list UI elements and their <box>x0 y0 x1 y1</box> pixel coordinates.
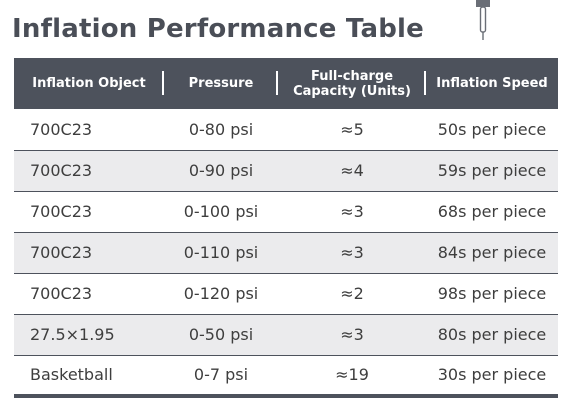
cell-inflation-object: 700C23 <box>30 243 93 262</box>
column-header-pressure: Pressure <box>164 58 278 109</box>
cell-inflation-object: 700C23 <box>30 284 93 303</box>
table-row: Basketball 0-7 psi ≈19 30s per piece <box>14 355 558 396</box>
cell-capacity: ≈3 <box>340 325 364 344</box>
page-title: Inflation Performance Table <box>12 14 424 44</box>
inflation-performance-table: Inflation Object Pressure Full-charge Ca… <box>14 58 558 398</box>
cell-inflation-object: 700C23 <box>30 161 93 180</box>
cell-inflation-object: 27.5×1.95 <box>30 325 115 344</box>
cell-inflation-object: Basketball <box>30 365 113 385</box>
cell-pressure: 0-110 psi <box>183 243 259 262</box>
table-header-row: Inflation Object Pressure Full-charge Ca… <box>14 58 558 109</box>
cell-pressure: 0-100 psi <box>183 202 259 221</box>
cell-pressure: 0-80 psi <box>188 119 254 139</box>
cell-capacity: ≈5 <box>340 119 364 139</box>
column-header-inflation-object: Inflation Object <box>14 58 164 109</box>
cell-inflation-speed: 59s per piece <box>437 161 547 180</box>
table-row: 700C23 0-80 psi ≈5 50s per piece <box>14 109 558 150</box>
cell-capacity: ≈2 <box>340 284 364 303</box>
table-row: 700C23 0-110 psi ≈3 84s per piece <box>14 232 558 273</box>
table-row: 27.5×1.95 0-50 psi ≈3 80s per piece <box>14 314 558 355</box>
cell-pressure: 0-90 psi <box>188 161 254 180</box>
cell-pressure: 0-50 psi <box>188 325 254 344</box>
cell-inflation-speed: 68s per piece <box>437 202 547 221</box>
pump-needle-icon <box>476 0 490 40</box>
cell-inflation-speed: 80s per piece <box>437 325 547 344</box>
cell-capacity: ≈3 <box>340 202 364 221</box>
cell-pressure: 0-120 psi <box>183 284 259 303</box>
cell-inflation-object: 700C23 <box>30 202 93 221</box>
cell-pressure: 0-7 psi <box>193 365 249 385</box>
table-row: 700C23 0-100 psi ≈3 68s per piece <box>14 191 558 232</box>
cell-capacity: ≈19 <box>335 365 369 385</box>
cell-inflation-speed: 50s per piece <box>437 119 547 139</box>
table-row: 700C23 0-90 psi ≈4 59s per piece <box>14 150 558 191</box>
cell-inflation-speed: 98s per piece <box>437 284 547 303</box>
cell-inflation-object: 700C23 <box>30 119 93 139</box>
cell-capacity: ≈3 <box>340 243 364 262</box>
cell-inflation-speed: 30s per piece <box>437 365 547 385</box>
cell-inflation-speed: 84s per piece <box>437 243 547 262</box>
column-header-inflation-speed: Inflation Speed <box>436 76 548 91</box>
cell-capacity: ≈4 <box>340 161 364 180</box>
table-row: 700C23 0-120 psi ≈2 98s per piece <box>14 273 558 314</box>
column-header-capacity: Full-charge Capacity (Units) <box>278 58 426 109</box>
